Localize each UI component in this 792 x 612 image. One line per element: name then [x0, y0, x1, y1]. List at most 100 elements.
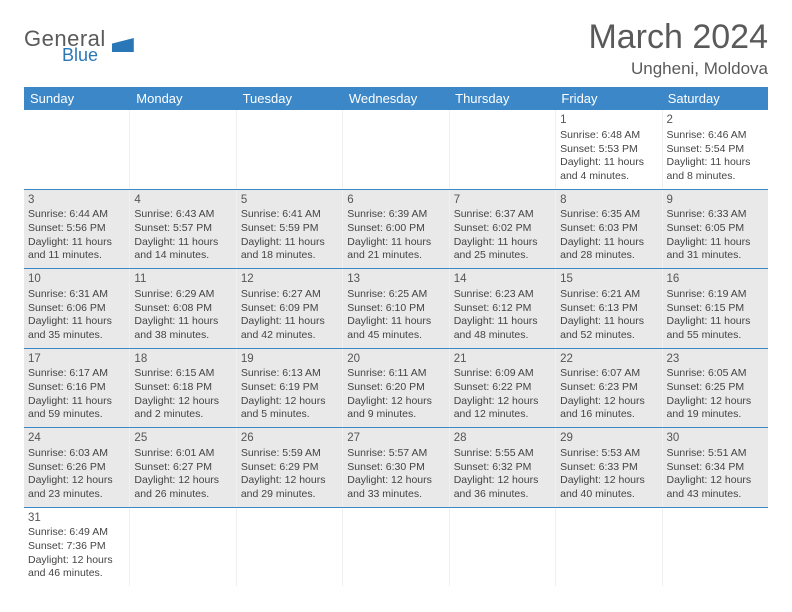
empty-cell	[450, 508, 556, 587]
day-cell: 27Sunrise: 5:57 AMSunset: 6:30 PMDayligh…	[343, 428, 449, 507]
day-cell: 12Sunrise: 6:27 AMSunset: 6:09 PMDayligh…	[237, 269, 343, 348]
sunset-line: Sunset: 6:29 PM	[241, 461, 338, 475]
daylight-line: Daylight: 12 hours and 33 minutes.	[347, 474, 444, 501]
daylight-line: Daylight: 12 hours and 40 minutes.	[560, 474, 657, 501]
daylight-line: Daylight: 12 hours and 46 minutes.	[28, 554, 125, 581]
sunrise-line: Sunrise: 6:09 AM	[454, 367, 551, 381]
day-cell: 28Sunrise: 5:55 AMSunset: 6:32 PMDayligh…	[450, 428, 556, 507]
sunset-line: Sunset: 6:13 PM	[560, 302, 657, 316]
day-number: 30	[667, 431, 764, 446]
day-number: 2	[667, 113, 764, 128]
sunrise-line: Sunrise: 6:21 AM	[560, 288, 657, 302]
day-header: Saturday	[662, 87, 768, 110]
sunset-line: Sunset: 6:34 PM	[667, 461, 764, 475]
sunrise-line: Sunrise: 6:35 AM	[560, 208, 657, 222]
sunrise-line: Sunrise: 5:59 AM	[241, 447, 338, 461]
sunrise-line: Sunrise: 6:23 AM	[454, 288, 551, 302]
week-row: 24Sunrise: 6:03 AMSunset: 6:26 PMDayligh…	[24, 427, 768, 507]
sunrise-line: Sunrise: 6:48 AM	[560, 129, 657, 143]
day-number: 19	[241, 352, 338, 367]
sunrise-line: Sunrise: 6:33 AM	[667, 208, 764, 222]
daylight-line: Daylight: 12 hours and 2 minutes.	[134, 395, 231, 422]
header: General Blue March 2024 Ungheni, Moldova	[24, 18, 768, 79]
sunset-line: Sunset: 6:32 PM	[454, 461, 551, 475]
day-cell: 10Sunrise: 6:31 AMSunset: 6:06 PMDayligh…	[24, 269, 130, 348]
day-number: 12	[241, 272, 338, 287]
logo-line2: Blue	[62, 46, 106, 64]
day-cell: 31Sunrise: 6:49 AMSunset: 7:36 PMDayligh…	[24, 508, 130, 587]
sunrise-line: Sunrise: 6:05 AM	[667, 367, 764, 381]
daylight-line: Daylight: 12 hours and 36 minutes.	[454, 474, 551, 501]
week-row: 1Sunrise: 6:48 AMSunset: 5:53 PMDaylight…	[24, 110, 768, 189]
sunset-line: Sunset: 6:25 PM	[667, 381, 764, 395]
day-number: 8	[560, 193, 657, 208]
day-cell: 18Sunrise: 6:15 AMSunset: 6:18 PMDayligh…	[130, 349, 236, 428]
daylight-line: Daylight: 11 hours and 4 minutes.	[560, 156, 657, 183]
sunset-line: Sunset: 6:23 PM	[560, 381, 657, 395]
day-number: 11	[134, 272, 231, 287]
day-number: 21	[454, 352, 551, 367]
daylight-line: Daylight: 12 hours and 12 minutes.	[454, 395, 551, 422]
sunset-line: Sunset: 6:16 PM	[28, 381, 125, 395]
day-number: 25	[134, 431, 231, 446]
sunset-line: Sunset: 6:33 PM	[560, 461, 657, 475]
day-cell: 26Sunrise: 5:59 AMSunset: 6:29 PMDayligh…	[237, 428, 343, 507]
day-header: Sunday	[24, 87, 130, 110]
daylight-line: Daylight: 11 hours and 31 minutes.	[667, 236, 764, 263]
day-cell: 2Sunrise: 6:46 AMSunset: 5:54 PMDaylight…	[663, 110, 768, 189]
day-cell: 7Sunrise: 6:37 AMSunset: 6:02 PMDaylight…	[450, 190, 556, 269]
sunset-line: Sunset: 6:30 PM	[347, 461, 444, 475]
day-header: Thursday	[449, 87, 555, 110]
day-cell: 22Sunrise: 6:07 AMSunset: 6:23 PMDayligh…	[556, 349, 662, 428]
day-cell: 11Sunrise: 6:29 AMSunset: 6:08 PMDayligh…	[130, 269, 236, 348]
day-header: Wednesday	[343, 87, 449, 110]
day-cell: 25Sunrise: 6:01 AMSunset: 6:27 PMDayligh…	[130, 428, 236, 507]
sunset-line: Sunset: 6:10 PM	[347, 302, 444, 316]
sunset-line: Sunset: 5:56 PM	[28, 222, 125, 236]
day-number: 1	[560, 113, 657, 128]
daylight-line: Daylight: 11 hours and 25 minutes.	[454, 236, 551, 263]
sunrise-line: Sunrise: 6:46 AM	[667, 129, 764, 143]
day-number: 31	[28, 511, 125, 526]
day-cell: 13Sunrise: 6:25 AMSunset: 6:10 PMDayligh…	[343, 269, 449, 348]
sunset-line: Sunset: 6:22 PM	[454, 381, 551, 395]
empty-cell	[450, 110, 556, 189]
weeks-container: 1Sunrise: 6:48 AMSunset: 5:53 PMDaylight…	[24, 110, 768, 586]
sunset-line: Sunset: 6:05 PM	[667, 222, 764, 236]
daylight-line: Daylight: 12 hours and 43 minutes.	[667, 474, 764, 501]
day-cell: 15Sunrise: 6:21 AMSunset: 6:13 PMDayligh…	[556, 269, 662, 348]
sunrise-line: Sunrise: 6:29 AM	[134, 288, 231, 302]
day-cell: 29Sunrise: 5:53 AMSunset: 6:33 PMDayligh…	[556, 428, 662, 507]
day-number: 28	[454, 431, 551, 446]
day-number: 20	[347, 352, 444, 367]
day-cell: 17Sunrise: 6:17 AMSunset: 6:16 PMDayligh…	[24, 349, 130, 428]
sunrise-line: Sunrise: 6:03 AM	[28, 447, 125, 461]
sunset-line: Sunset: 5:59 PM	[241, 222, 338, 236]
empty-cell	[130, 110, 236, 189]
day-number: 14	[454, 272, 551, 287]
daylight-line: Daylight: 11 hours and 14 minutes.	[134, 236, 231, 263]
day-number: 9	[667, 193, 764, 208]
daylight-line: Daylight: 12 hours and 23 minutes.	[28, 474, 125, 501]
day-number: 16	[667, 272, 764, 287]
daylight-line: Daylight: 11 hours and 8 minutes.	[667, 156, 764, 183]
daylight-line: Daylight: 11 hours and 45 minutes.	[347, 315, 444, 342]
sunrise-line: Sunrise: 6:11 AM	[347, 367, 444, 381]
daylight-line: Daylight: 11 hours and 38 minutes.	[134, 315, 231, 342]
sunrise-line: Sunrise: 5:53 AM	[560, 447, 657, 461]
empty-cell	[130, 508, 236, 587]
sunrise-line: Sunrise: 6:25 AM	[347, 288, 444, 302]
day-number: 7	[454, 193, 551, 208]
day-header-row: SundayMondayTuesdayWednesdayThursdayFrid…	[24, 87, 768, 110]
day-cell: 14Sunrise: 6:23 AMSunset: 6:12 PMDayligh…	[450, 269, 556, 348]
sunset-line: Sunset: 5:57 PM	[134, 222, 231, 236]
day-cell: 21Sunrise: 6:09 AMSunset: 6:22 PMDayligh…	[450, 349, 556, 428]
day-cell: 5Sunrise: 6:41 AMSunset: 5:59 PMDaylight…	[237, 190, 343, 269]
day-header: Monday	[130, 87, 236, 110]
day-number: 24	[28, 431, 125, 446]
sunrise-line: Sunrise: 6:07 AM	[560, 367, 657, 381]
sunrise-line: Sunrise: 6:31 AM	[28, 288, 125, 302]
logo-text: General Blue	[24, 28, 106, 64]
day-number: 5	[241, 193, 338, 208]
day-number: 13	[347, 272, 444, 287]
